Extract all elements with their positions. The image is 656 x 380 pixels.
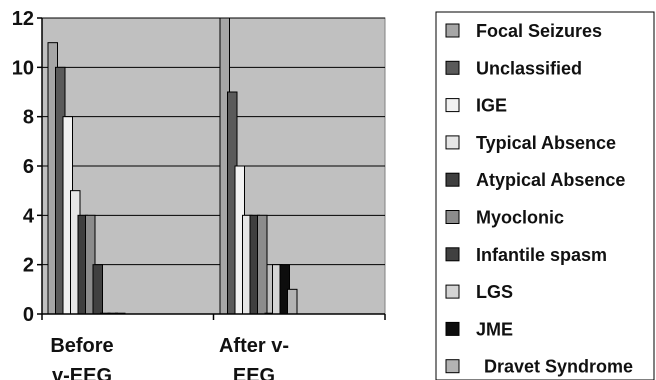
legend-entry-label: Atypical Absence [476,170,625,190]
plot-area [41,17,386,315]
legend-swatch [445,98,460,113]
x-category-label-line: v-EEG [52,365,112,380]
legend-entry-label: LGS [476,282,513,302]
bar [92,264,103,315]
y-tick-label: 8 [23,107,34,129]
y-tick-label: 0 [23,304,34,326]
bar [257,214,268,315]
legend-swatch [445,135,460,150]
legend-swatch [445,210,460,224]
legend-entry-label: Typical Absence [476,133,616,153]
legend-swatch [445,359,460,374]
y-tick-label: 4 [23,205,35,227]
y-tick-label: 2 [23,255,34,277]
legend-entry-label: Focal Seizures [476,21,602,41]
legend-swatch [445,60,460,75]
legend-entry-label: IGE [476,96,507,116]
y-tick-label: 10 [12,57,34,79]
bar [287,288,298,315]
x-category-label-line: EEG [233,365,275,380]
y-tick-label: 12 [12,8,34,30]
legend-entry-label: Unclassified [476,58,582,78]
y-tick-label: 6 [23,156,34,178]
x-category-label-line: Before [50,335,113,357]
legend-swatch [445,172,460,187]
legend-swatch [445,23,460,38]
legend-swatch [445,284,460,299]
legend-entry-label: Myoclonic [476,208,564,228]
legend: Focal Seizures Unclassified IGE Typical Abs… [435,11,655,380]
x-category-label-line: After v- [219,335,289,357]
legend-entry-label: Infantile spasm [476,245,607,265]
legend-swatch [445,247,460,262]
legend-swatch [445,321,460,336]
axes: 0 2 4 6 8 10 12 Before v-EEG After v- EEG [12,8,386,380]
legend-entry-label: Dravet Syndrome [484,357,633,377]
x-category-label: Before v-EEG [50,335,113,380]
legend-entry-label: JME [476,319,513,339]
x-category-label: After v- EEG [219,335,289,380]
legend-box [435,11,655,380]
